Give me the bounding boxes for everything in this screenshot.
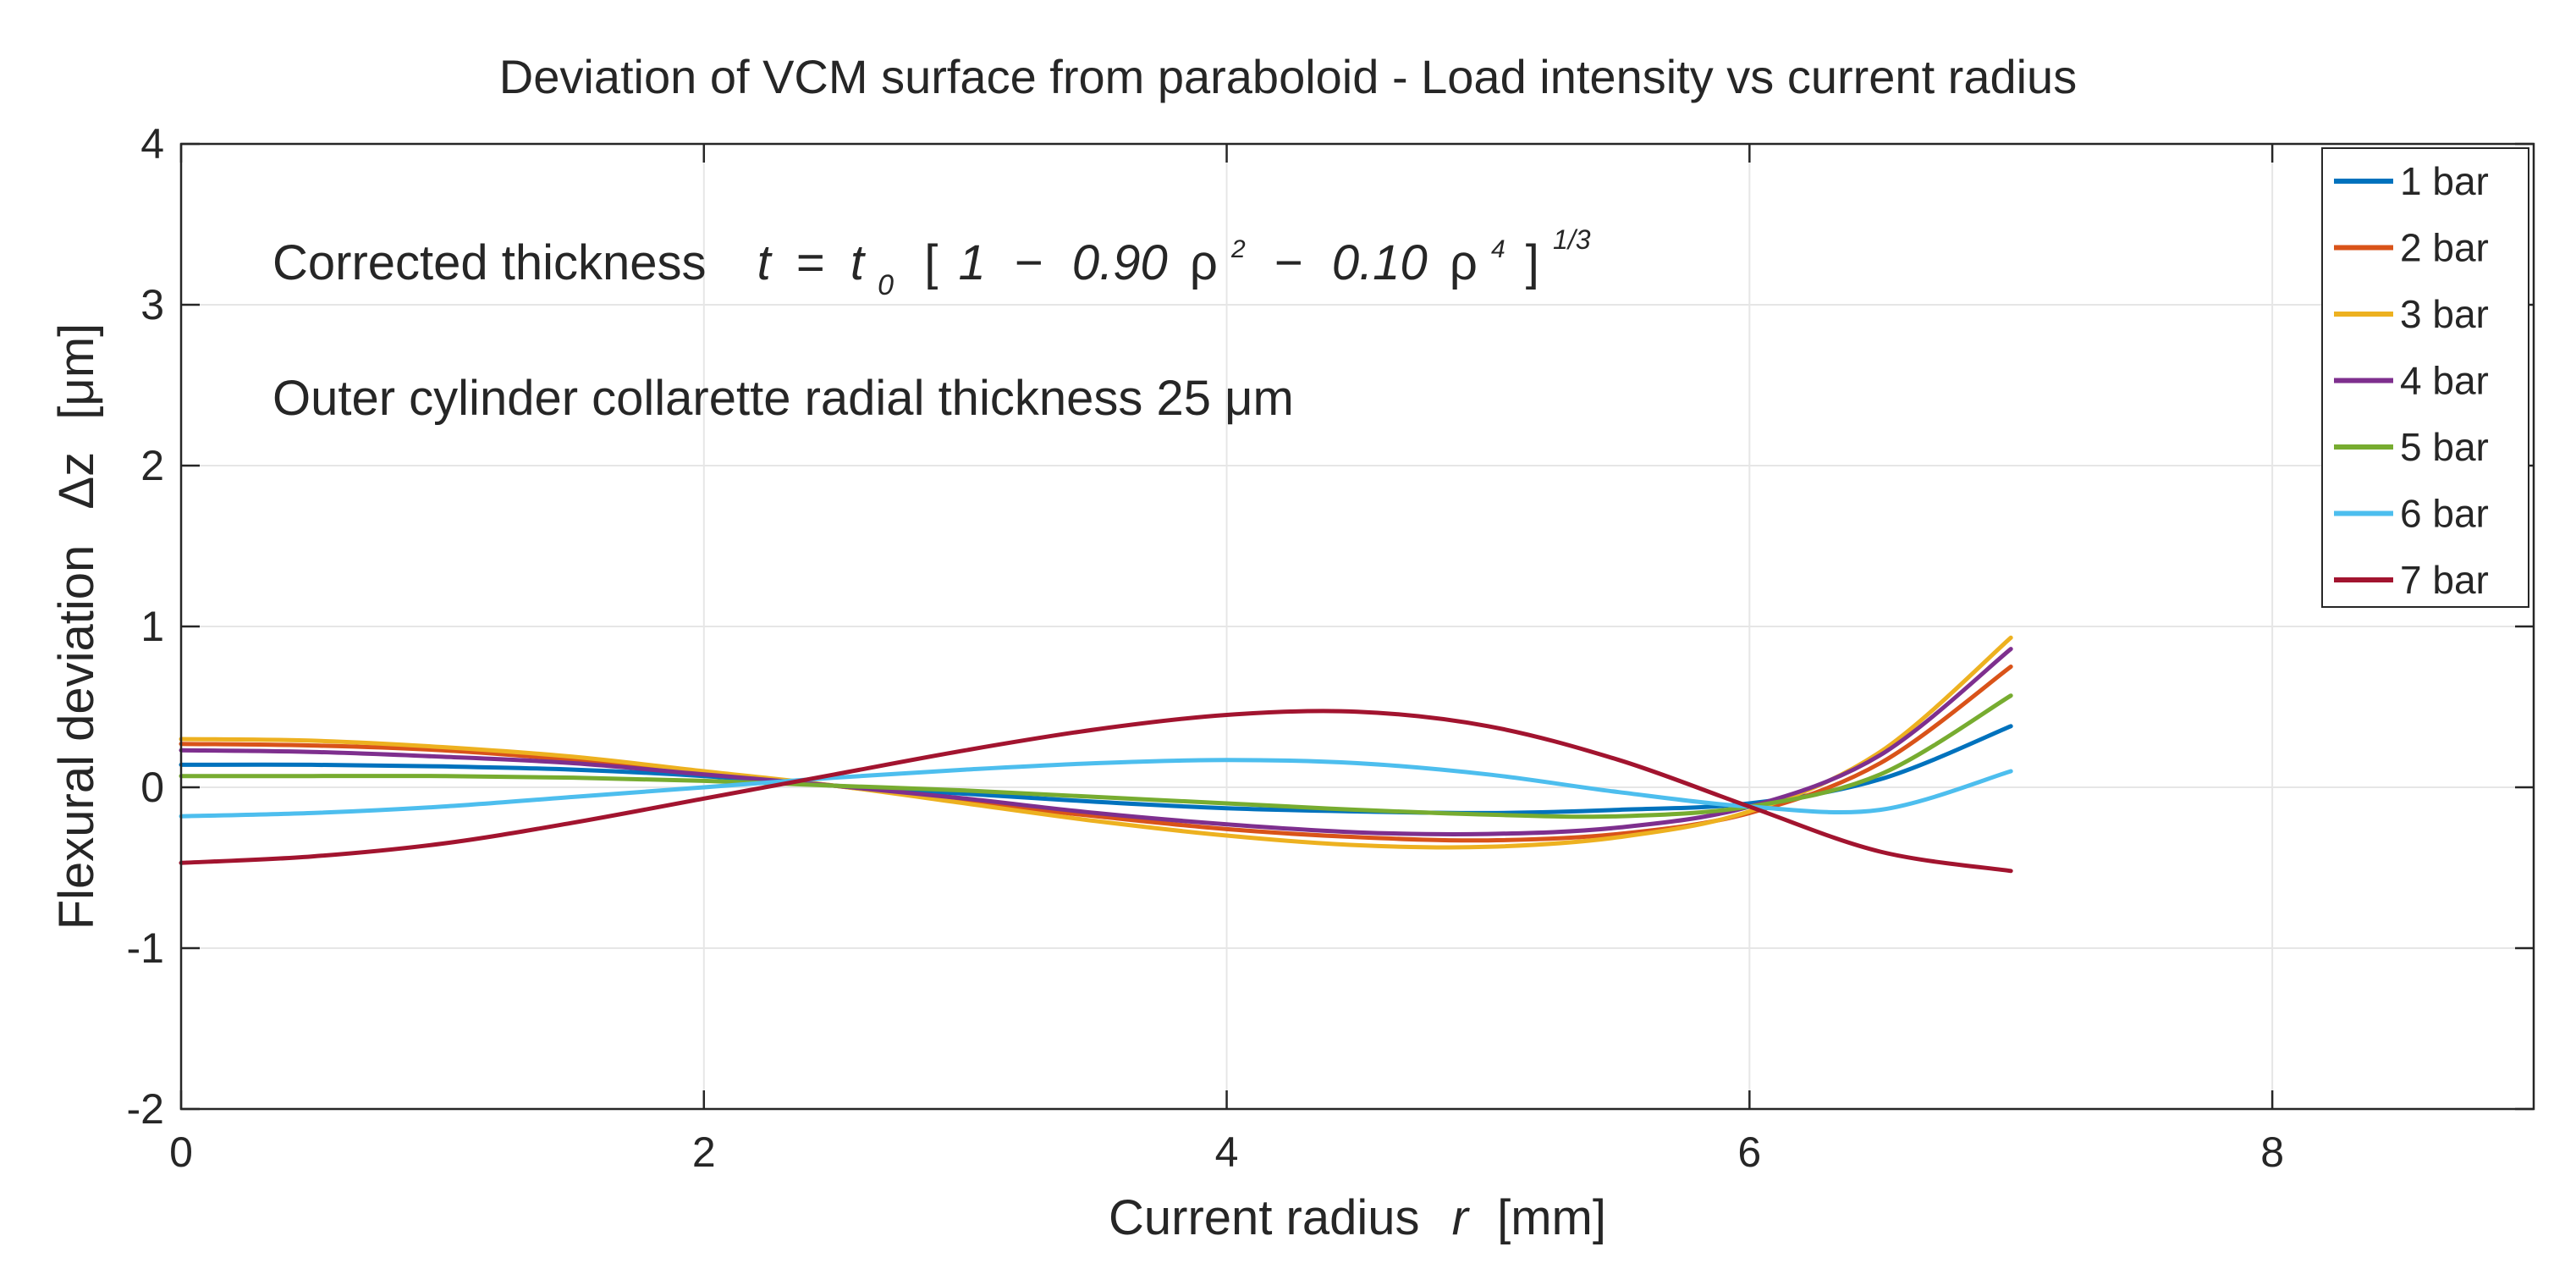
legend-label-2-bar: 2 bar: [2400, 226, 2489, 270]
legend-label-6-bar: 6 bar: [2400, 492, 2489, 536]
formula-rho-2: ρ: [1450, 235, 1478, 290]
formula-power-2: 2: [1230, 235, 1246, 263]
annotation-collarette: Outer cylinder collarette radial thickne…: [272, 371, 1294, 426]
formula-coef-1: 0.90: [1072, 235, 1168, 290]
legend-label-7-bar: 7 bar: [2400, 558, 2489, 602]
formula-rho-1: ρ: [1190, 235, 1218, 290]
x-axis-label-var: r: [1452, 1190, 1471, 1245]
series-line-7-bar: [179, 709, 2013, 874]
y-tick-label-1: -1: [127, 924, 164, 972]
formula-power-4: 4: [1491, 235, 1505, 263]
formula-open-bracket: [: [924, 235, 938, 290]
y-axis-label-unit: [μm]: [49, 323, 104, 420]
formula-close-bracket: ]: [1526, 235, 1539, 290]
axis-ticks: 0 2 4 6 8 -2 -1 0 1 2 3 4: [127, 120, 2534, 1176]
x-tick-label-0: 0: [169, 1128, 193, 1176]
x-axis-label-prefix: Current radius: [1109, 1190, 1419, 1245]
x-tick-label-1: 2: [692, 1128, 716, 1176]
x-axis-label-unit: [mm]: [1497, 1190, 1606, 1245]
y-axis-label-prefix: Flexural deviation: [49, 545, 104, 930]
y-tick-label-3: 1: [140, 603, 164, 650]
legend-box: [2321, 147, 2529, 608]
x-tick-label-4: 8: [2260, 1128, 2284, 1176]
legend-label-1-bar: 1 bar: [2400, 159, 2489, 203]
annotation-corrected-thickness: Corrected thickness t = t 0 [ 1 − 0.90 ρ…: [272, 213, 1591, 306]
legend: 1 bar 2 bar 3 bar 4 bar 5 bar 6 bar 7 bar: [2321, 147, 2529, 608]
formula-coef-2: 0.10: [1332, 235, 1428, 290]
formula-t0-subscript: 0: [878, 269, 894, 301]
plot-area-series: [179, 635, 2013, 874]
y-tick-label-4: 2: [140, 442, 164, 489]
legend-label-4-bar: 4 bar: [2400, 359, 2489, 403]
formula-one: 1: [958, 235, 985, 290]
y-axis-label: Flexural deviation Δz [μm]: [49, 323, 104, 930]
formula-minus-1: −: [1015, 235, 1043, 290]
legend-label-5-bar: 5 bar: [2400, 425, 2489, 469]
formula-eq: =: [796, 235, 825, 290]
series-line-3-bar: [179, 635, 2013, 850]
y-tick-label-6: 4: [140, 120, 164, 168]
formula-t: t: [757, 235, 773, 290]
x-axis-label: Current radius r [mm]: [1109, 1190, 1606, 1245]
series-line-6-bar: [179, 758, 2013, 819]
y-axis-label-var: Δz: [49, 452, 104, 510]
y-tick-label-2: 0: [140, 764, 164, 811]
series-line-1-bar: [179, 724, 2013, 815]
annotation-corrected-label: Corrected thickness: [272, 235, 707, 290]
y-tick-label-0: -2: [127, 1085, 164, 1133]
y-tick-label-5: 3: [140, 281, 164, 328]
x-tick-label-3: 6: [1737, 1128, 1761, 1176]
series-line-4-bar: [179, 647, 2013, 836]
x-tick-label-2: 4: [1215, 1128, 1239, 1176]
chart-title: Deviation of VCM surface from paraboloid…: [499, 50, 2077, 103]
legend-label-3-bar: 3 bar: [2400, 292, 2489, 336]
series-line-5-bar: [179, 693, 2013, 819]
formula-t0: t: [850, 235, 867, 290]
formula-exponent: 1/3: [1553, 224, 1591, 255]
formula-minus-2: −: [1274, 235, 1303, 290]
